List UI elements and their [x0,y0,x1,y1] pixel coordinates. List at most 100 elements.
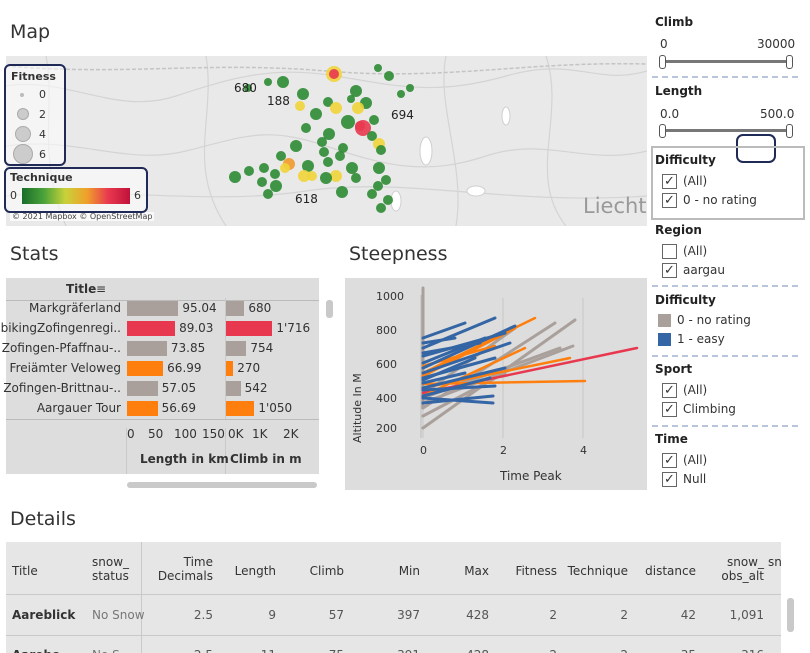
checkbox-icon[interactable] [662,451,677,470]
length-bar[interactable] [127,341,167,356]
map-point[interactable] [330,170,342,182]
map-point[interactable] [297,88,309,100]
map-point[interactable] [320,172,332,184]
difficulty-option-0[interactable]: 0 - no rating [662,191,757,210]
details-header-cell[interactable]: Climb [309,564,344,578]
difficulty-option-all[interactable]: (All) [662,172,707,191]
difficulty-legend-item-0[interactable]: 0 - no rating [658,311,751,330]
map-point[interactable] [310,108,322,120]
map-point[interactable] [280,163,290,173]
region-option-all[interactable]: (All) [662,242,707,261]
table-row[interactable]: Markgräferland 95.04 680 [6,299,319,319]
checkbox-icon[interactable] [662,244,677,259]
details-header-cell[interactable]: snow_ status [92,555,130,583]
time-option-null[interactable]: Null [662,470,706,489]
length-bar[interactable] [127,401,158,416]
region-option-aargau[interactable]: aargau [662,261,725,280]
checkbox-icon[interactable] [662,381,677,400]
climb-slider-max-handle[interactable] [786,55,793,69]
map-point[interactable] [374,64,382,72]
table-row[interactable]: bikingZofingenregi.. 89.03 1'716 [1,319,319,339]
length-bar[interactable] [127,321,176,336]
time-option-all[interactable]: (All) [662,451,707,470]
map-point[interactable] [229,171,241,183]
map-point[interactable] [376,203,386,213]
map-point[interactable] [369,115,379,125]
map-point[interactable] [263,189,273,199]
climb-slider-min-handle[interactable] [659,55,666,69]
map-point[interactable] [376,145,386,155]
map-point[interactable] [301,123,311,133]
map-point[interactable] [384,71,394,81]
map-point[interactable] [336,186,348,198]
sort-icon[interactable]: ≡ [96,282,107,296]
map-point[interactable] [329,69,339,79]
length-slider-track[interactable] [662,129,792,132]
map-point[interactable] [307,171,317,181]
steepness-chart[interactable]: 1000 800 600 400 200 0 2 4 Altitude In M Time … [345,278,647,490]
map-point[interactable] [319,147,329,157]
map-point[interactable] [259,163,269,173]
details-header-cell[interactable]: Min [398,564,420,578]
map-point[interactable] [373,181,383,191]
details-header-cell[interactable]: Max [464,564,489,578]
map-point[interactable] [381,175,391,185]
map-point[interactable] [346,162,358,174]
table-row[interactable]: Aareblick No Snow 2.5 9 57 397 428 2 2 42 1,091 [6,595,781,636]
map-point[interactable] [367,131,377,141]
map-point[interactable] [277,76,289,88]
climb-bar[interactable] [226,341,247,356]
length-slider-min-handle[interactable] [659,124,666,138]
details-header-cell[interactable]: Fitness [515,564,557,578]
map-point[interactable] [298,170,310,182]
checkbox-icon[interactable] [662,400,677,419]
checkbox-icon[interactable] [662,470,677,489]
details-header-cell[interactable]: Technique [567,564,628,578]
checkbox-icon[interactable] [662,191,677,210]
checkbox-icon[interactable] [662,172,677,191]
table-row[interactable]: Aargauer Tour 56.69 1'050 [6,399,319,419]
details-header-cell[interactable]: sn [768,555,781,569]
climb-bar[interactable] [226,361,234,376]
details-header-cell[interactable]: distance [645,564,696,578]
details-header-cell[interactable]: Time Decimals [157,555,213,583]
map-point[interactable] [290,140,302,152]
map-point[interactable] [335,151,345,161]
climb-bar[interactable] [226,321,273,336]
climb-slider-track[interactable] [662,60,792,63]
map-point[interactable] [244,84,252,92]
details-header-cell[interactable]: Title [12,564,38,578]
length-bar[interactable] [127,301,179,316]
stats-v-scrollbar[interactable] [326,300,333,318]
map-point[interactable] [317,137,327,147]
map-point[interactable] [323,157,333,167]
map-point[interactable] [244,166,254,176]
table-row[interactable]: Zofingen-Brittnau-.. 57.05 542 [3,379,319,399]
length-slider-max-handle[interactable] [786,124,793,138]
map-point[interactable] [355,120,371,136]
sport-option-climbing[interactable]: Climbing [662,400,736,419]
details-v-scrollbar[interactable] [787,598,794,632]
checkbox-icon[interactable] [662,261,677,280]
map-point[interactable] [264,78,272,86]
map-points[interactable] [229,64,414,213]
details-header-cell[interactable]: snow_ obs_alt [721,555,764,583]
map-point[interactable] [323,128,335,140]
climb-bar[interactable] [226,381,241,396]
map-point[interactable] [276,151,286,161]
map-point[interactable] [373,162,385,174]
map-point[interactable] [397,90,405,98]
table-row[interactable]: Zofingen-Pfaffnau-.. 73.85 754 [2,339,319,359]
map-point[interactable] [295,101,305,111]
table-row[interactable]: Freiämter Veloweg 66.99 270 [6,359,319,379]
map-point[interactable] [341,115,355,129]
details-header-cell[interactable]: Length [234,564,276,578]
map-point[interactable] [270,169,280,179]
difficulty-legend-item-1[interactable]: 1 - easy [658,330,725,349]
length-bar[interactable] [127,381,158,396]
climb-bar[interactable] [226,301,245,316]
map-point[interactable] [323,97,333,107]
map-point[interactable] [383,195,393,205]
map-point[interactable] [367,189,377,199]
map-point[interactable] [350,85,362,97]
